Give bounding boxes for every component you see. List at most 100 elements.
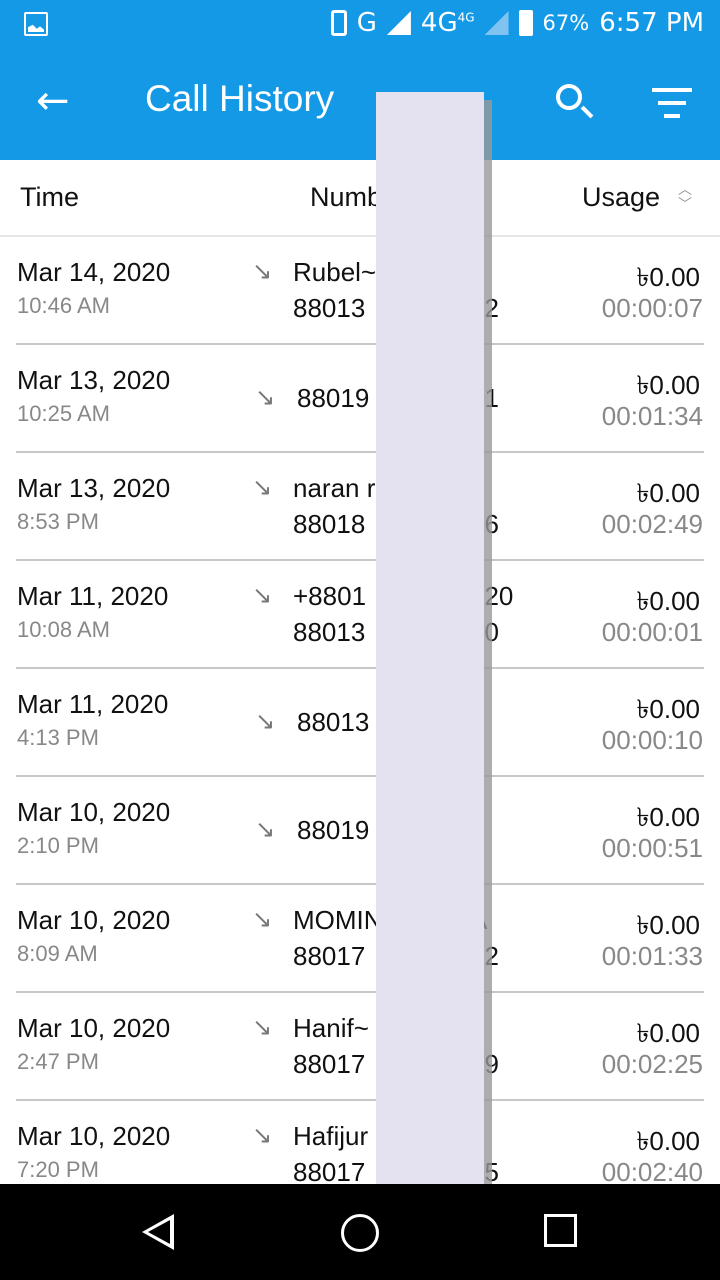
call-duration: 00:02:40 bbox=[601, 1157, 703, 1187]
battery-icon bbox=[518, 10, 533, 36]
caller-number: 88018 bbox=[293, 509, 366, 539]
caller-number: 88013 bbox=[293, 617, 366, 647]
row-divider bbox=[16, 775, 704, 777]
caller-name: 88019 bbox=[297, 383, 370, 413]
call-time: 10:46 AM bbox=[17, 293, 110, 318]
call-duration: 00:00:51 bbox=[601, 833, 703, 863]
call-duration: 00:02:25 bbox=[601, 1049, 703, 1079]
search-icon[interactable] bbox=[556, 84, 582, 110]
call-time: 8:09 AM bbox=[17, 941, 98, 966]
navigation-bar bbox=[0, 1184, 720, 1280]
call-cost: ৳0.00 bbox=[636, 586, 700, 616]
recents-nav-icon[interactable] bbox=[544, 1214, 577, 1247]
signal-icon bbox=[386, 11, 411, 35]
caller-number: 88017 bbox=[293, 941, 366, 971]
network-type-1: G bbox=[356, 8, 377, 38]
back-nav-icon[interactable] bbox=[142, 1214, 174, 1250]
row-divider bbox=[16, 667, 704, 669]
vibrate-icon bbox=[330, 10, 347, 36]
network-type-2-sup: 4G bbox=[457, 10, 475, 25]
call-duration: 00:01:33 bbox=[601, 941, 703, 971]
call-row[interactable]: Mar 10, 2020 2:47 PM ↘ Hanif~ 88017 39 ৳… bbox=[0, 993, 720, 1101]
call-duration: 00:01:34 bbox=[601, 401, 703, 431]
call-time: 10:08 AM bbox=[17, 617, 110, 642]
call-cost: ৳0.00 bbox=[636, 1018, 700, 1048]
gallery-notification-icon bbox=[24, 12, 48, 36]
call-duration: 00:00:10 bbox=[601, 725, 703, 755]
incoming-arrow-icon: ↘ bbox=[252, 1013, 273, 1041]
caller-name: 88013 bbox=[297, 707, 370, 737]
column-number[interactable]: Numb bbox=[310, 182, 383, 212]
filter-icon[interactable] bbox=[652, 88, 692, 127]
call-date: Mar 10, 2020 bbox=[17, 1013, 171, 1043]
caller-number: 88013 bbox=[293, 293, 366, 323]
caller-number: 88017 bbox=[293, 1157, 366, 1187]
caller-name: naran r bbox=[293, 473, 376, 503]
incoming-arrow-icon: ↘ bbox=[252, 581, 273, 609]
call-cost: ৳0.00 bbox=[636, 1126, 700, 1156]
column-time[interactable]: Time bbox=[20, 182, 79, 212]
call-row[interactable]: Mar 11, 2020 4:13 PM ↘ 88013 5 ৳0.00 00:… bbox=[0, 669, 720, 777]
call-row[interactable]: Mar 14, 2020 10:46 AM ↘ Rubel~ 88013 02 … bbox=[0, 237, 720, 345]
call-date: Mar 14, 2020 bbox=[17, 257, 171, 287]
call-date: Mar 13, 2020 bbox=[17, 365, 171, 395]
incoming-arrow-icon: ↘ bbox=[252, 1121, 273, 1149]
call-duration: 00:02:49 bbox=[601, 509, 703, 539]
call-cost: ৳0.00 bbox=[636, 910, 700, 940]
caller-name: 88019 bbox=[297, 815, 370, 845]
call-duration: 00:00:01 bbox=[601, 617, 703, 647]
call-row[interactable]: Mar 13, 2020 10:25 AM ↘ 88019 71 ৳0.00 0… bbox=[0, 345, 720, 453]
row-divider bbox=[16, 343, 704, 345]
row-divider bbox=[16, 451, 704, 453]
row-divider bbox=[16, 883, 704, 885]
call-cost: ৳0.00 bbox=[636, 802, 700, 832]
incoming-arrow-icon: ↘ bbox=[255, 815, 276, 843]
call-time: 10:25 AM bbox=[17, 401, 110, 426]
clock: 6:57 PM bbox=[599, 8, 704, 38]
call-date: Mar 11, 2020 bbox=[17, 689, 169, 719]
call-cost: ৳0.00 bbox=[636, 262, 700, 292]
caller-name: Hanif~ bbox=[293, 1013, 369, 1043]
home-nav-icon[interactable] bbox=[341, 1214, 379, 1252]
call-date: Mar 10, 2020 bbox=[17, 905, 171, 935]
caller-number: 88017 bbox=[293, 1049, 366, 1079]
battery-percent: 67% bbox=[542, 11, 590, 35]
app-bar: ← Call History bbox=[0, 48, 720, 160]
caller-name: +8801 bbox=[293, 581, 367, 611]
incoming-arrow-icon: ↘ bbox=[255, 383, 276, 411]
column-header: Time Numb Usage ︿ ﹀ bbox=[0, 160, 720, 237]
call-time: 7:20 PM bbox=[17, 1157, 99, 1182]
row-divider bbox=[16, 559, 704, 561]
row-divider bbox=[16, 991, 704, 993]
redaction-box bbox=[376, 92, 484, 1188]
call-time: 2:10 PM bbox=[17, 833, 99, 858]
call-row[interactable]: Mar 10, 2020 8:09 AM ↘ MOMIN A 88017 62 … bbox=[0, 885, 720, 993]
signal-icon-2 bbox=[484, 11, 509, 35]
call-row[interactable]: Mar 11, 2020 10:08 AM ↘ +8801 520 88013 … bbox=[0, 561, 720, 669]
incoming-arrow-icon: ↘ bbox=[252, 905, 273, 933]
caller-name: MOMIN bbox=[293, 905, 383, 935]
row-divider bbox=[16, 1099, 704, 1101]
call-date: Mar 10, 2020 bbox=[17, 797, 171, 827]
column-usage[interactable]: Usage bbox=[582, 182, 661, 212]
back-arrow-icon[interactable]: ← bbox=[36, 78, 70, 124]
incoming-arrow-icon: ↘ bbox=[252, 473, 273, 501]
incoming-arrow-icon: ↘ bbox=[252, 257, 273, 285]
call-cost: ৳0.00 bbox=[636, 370, 700, 400]
call-row[interactable]: Mar 10, 2020 7:20 PM ↘ Hafijur 88017 55 … bbox=[0, 1101, 720, 1209]
call-cost: ৳0.00 bbox=[636, 478, 700, 508]
call-time: 2:47 PM bbox=[17, 1049, 99, 1074]
call-cost: ৳0.00 bbox=[636, 694, 700, 724]
caller-name: Hafijur bbox=[293, 1121, 369, 1151]
call-row[interactable]: Mar 10, 2020 2:10 PM ↘ 88019 9 ৳0.00 00:… bbox=[0, 777, 720, 885]
call-time: 4:13 PM bbox=[17, 725, 99, 750]
call-date: Mar 10, 2020 bbox=[17, 1121, 171, 1151]
call-row[interactable]: Mar 13, 2020 8:53 PM ↘ naran r 88018 06 … bbox=[0, 453, 720, 561]
call-time: 8:53 PM bbox=[17, 509, 99, 534]
call-date: Mar 13, 2020 bbox=[17, 473, 171, 503]
status-bar: G 4G4G 67% 6:57 PM bbox=[0, 0, 720, 48]
call-duration: 00:00:07 bbox=[601, 293, 703, 323]
network-type-2: 4G4G bbox=[420, 8, 475, 38]
caller-name: Rubel~ bbox=[293, 257, 377, 287]
sort-icon[interactable]: ︿ ﹀ bbox=[678, 181, 692, 212]
